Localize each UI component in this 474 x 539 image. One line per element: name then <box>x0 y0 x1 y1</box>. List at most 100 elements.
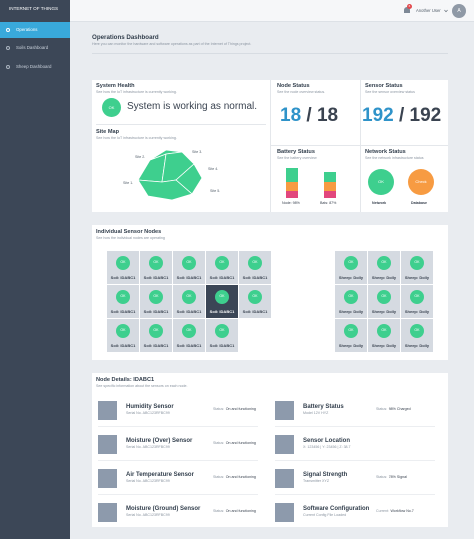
status-value: On and functioning <box>225 441 256 445</box>
section-description: See how the IoT infrastructure is curren… <box>96 90 177 94</box>
divider <box>98 460 258 461</box>
sensor-tile[interactable]: OK Sheep: Dolly <box>401 251 433 284</box>
sensor-name: Battery Status <box>303 404 344 410</box>
count-text: 18 / 18 <box>280 106 338 125</box>
sensor-icon <box>98 469 117 488</box>
status-circle: OK <box>149 324 163 338</box>
sensor-tile[interactable]: OK Soil: IDABC1 <box>107 319 139 352</box>
nav-item[interactable]: Soils Dashboard <box>16 45 49 50</box>
sensor-name: Moisture (Over) Sensor <box>126 438 193 444</box>
sensor-icon <box>275 469 294 488</box>
section-description: See how the IoT infrastructure is curren… <box>96 136 177 140</box>
sensor-name: Signal Strength <box>303 472 348 478</box>
sensor-tile[interactable]: OK Sheep: Dolly <box>368 251 400 284</box>
sensor-tile[interactable]: OK Soil: IDABC1 <box>206 285 238 318</box>
divider <box>275 460 435 461</box>
nav-icon <box>6 28 10 32</box>
status-circle: OK <box>215 290 229 304</box>
caret <box>444 9 448 13</box>
total-count: / 18 <box>306 105 339 126</box>
tile-label: Sheep: Dolly <box>338 275 364 280</box>
status-label: Status: <box>213 509 225 513</box>
sensor-icon <box>275 401 294 420</box>
divider <box>98 494 258 495</box>
sensor-tile[interactable]: OK Soil: IDABC1 <box>239 285 271 318</box>
section-title: Battery Status <box>277 149 315 155</box>
sensor-icon <box>98 503 117 522</box>
status-label: Current: <box>376 509 389 513</box>
status-circle: OK <box>182 324 196 338</box>
user-menu[interactable]: Another User <box>416 8 441 13</box>
sensor-tile[interactable]: OK Soil: IDABC1 <box>173 251 205 284</box>
sensor-info: Serial No. ABC123RFBC99 <box>126 445 170 449</box>
status-circle: OK <box>344 290 358 304</box>
sensor-tile[interactable]: OK Soil: IDABC1 <box>107 285 139 318</box>
sensor-tile[interactable]: OK Sheep: Dolly <box>368 319 400 352</box>
status-circle: OK <box>102 98 121 117</box>
sensor-tile[interactable]: OK Soil: IDABC1 <box>206 319 238 352</box>
divider <box>360 80 361 212</box>
status-label: Status: <box>213 407 225 411</box>
tile-label: Soil: IDABC1 <box>143 343 169 348</box>
tile-label: Soil: IDABC1 <box>110 343 136 348</box>
network-label: Database <box>411 201 427 205</box>
sensor-status: Status: On and functioning <box>213 441 256 446</box>
sensor-name: Moisture (Ground) Sensor <box>126 506 201 512</box>
sensor-tile[interactable]: OK Sheep: Dolly <box>335 319 367 352</box>
tile-label: Sheep: Dolly <box>338 343 364 348</box>
status-value: Workflow No.7 <box>390 509 414 513</box>
sensor-tile[interactable]: OK Sheep: Dolly <box>335 285 367 318</box>
sensor-name: Humidity Sensor <box>126 404 174 410</box>
avatar[interactable]: A <box>452 4 466 18</box>
section-title: Network Status <box>365 149 406 155</box>
sensor-tile[interactable]: OK Soil: IDABC1 <box>173 285 205 318</box>
sensor-info: Serial No. ABC123RFBC99 <box>126 411 170 415</box>
sensor-name: Sensor Location <box>303 438 351 444</box>
tile-label: Soil: IDABC1 <box>110 309 136 314</box>
sensor-tile[interactable]: OK Sheep: Dolly <box>335 251 367 284</box>
status-circle: OK <box>215 256 229 270</box>
sensor-tile[interactable]: OK Sheep: Dolly <box>368 285 400 318</box>
tile-label: Sheep: Dolly <box>371 275 397 280</box>
sensor-info: Serial No. ABC123RFBC99 <box>126 513 170 517</box>
sensor-tile[interactable]: OK Sheep: Dolly <box>401 285 433 318</box>
sensor-tile[interactable]: OK Soil: IDABC1 <box>140 251 172 284</box>
tile-label: Soil: IDABC1 <box>242 275 268 280</box>
divider <box>275 426 435 427</box>
section-title: Site Map <box>96 129 120 135</box>
sensor-name: Software Configuration <box>303 506 370 512</box>
nav-item[interactable]: Operations <box>16 27 38 32</box>
sensor-icon <box>98 401 117 420</box>
network-label: Network <box>372 201 387 205</box>
tile-label: Soil: IDABC1 <box>209 343 235 348</box>
section-title: Node Status <box>277 83 310 89</box>
status-message: System is working as normal. <box>127 101 258 112</box>
status-label: Status: <box>213 475 225 479</box>
status-circle: OK <box>377 256 391 270</box>
sensor-tile[interactable]: OK Soil: IDABC1 <box>140 285 172 318</box>
status-value: On and functioning <box>225 407 256 411</box>
page-subtitle: Here you can monitor the hardware and so… <box>92 42 252 46</box>
tile-label: Soil: IDABC1 <box>143 309 169 314</box>
sensor-tile[interactable]: OK Soil: IDABC1 <box>140 319 172 352</box>
sensor-tile[interactable]: OK Soil: IDABC1 <box>206 251 238 284</box>
tile-label: Sheep: Dolly <box>404 275 430 280</box>
status-circle: OK <box>410 324 424 338</box>
site-label: Site 5. <box>210 189 221 193</box>
tile-label: Sheep: Dolly <box>404 309 430 314</box>
tile-label: Soil: IDABC1 <box>176 275 202 280</box>
nav-item[interactable]: Sheep Dashboard <box>16 64 52 69</box>
sensor-tile[interactable]: OK Sheep: Dolly <box>401 319 433 352</box>
sidebar <box>0 0 70 539</box>
status-circle: OK <box>182 256 196 270</box>
sensor-tile[interactable]: OK Soil: IDABC1 <box>107 251 139 284</box>
sensor-tile[interactable]: OK Soil: IDABC1 <box>173 319 205 352</box>
status-circle: OK <box>368 169 394 195</box>
section-description: See the node overview status. <box>277 90 326 94</box>
sensor-tile[interactable]: OK Soil: IDABC1 <box>239 251 271 284</box>
brand: INTERNET OF THINGS <box>9 6 59 11</box>
sensor-info: Serial No. ABC123RFBC99 <box>126 479 170 483</box>
count-text: 192 / 192 <box>362 106 441 125</box>
divider <box>275 494 435 495</box>
